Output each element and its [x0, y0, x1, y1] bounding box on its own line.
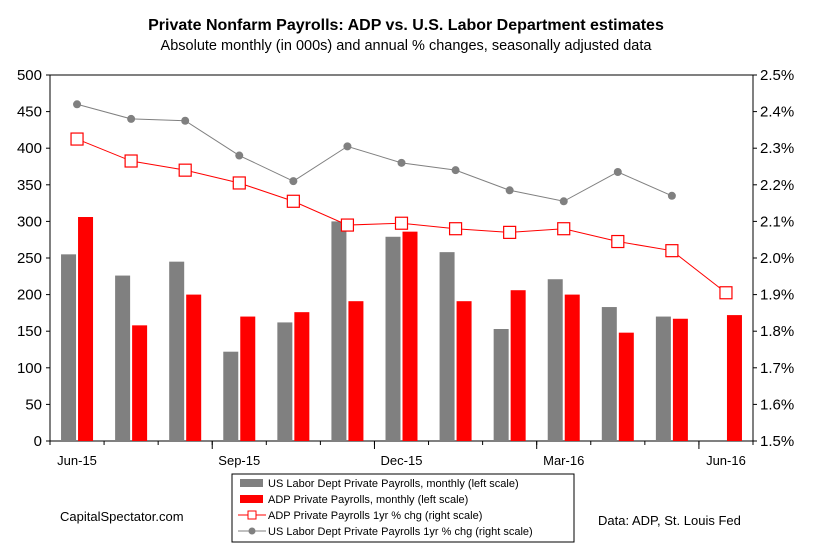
- chart-subtitle: Absolute monthly (in 000s) and annual % …: [161, 38, 653, 54]
- bar-labor-dept: [61, 254, 77, 441]
- point-adp-yoy: [178, 163, 192, 177]
- bar-labor-dept: [493, 329, 509, 441]
- bar-labor-dept: [655, 316, 671, 441]
- legend-box: [231, 473, 575, 543]
- point-adp-yoy: [232, 176, 246, 190]
- point-labor-yoy: [127, 114, 136, 123]
- legend-swatch-red-marker: [247, 510, 257, 520]
- line-labor-yoy: [76, 103, 673, 202]
- point-labor-yoy: [613, 167, 622, 176]
- x-tick-label: Dec-15: [381, 453, 423, 468]
- point-adp-yoy: [286, 194, 300, 208]
- bar-adp: [132, 325, 148, 441]
- point-labor-yoy: [505, 186, 514, 195]
- left-tick-label: 450: [17, 104, 42, 121]
- right-tick-label: 2.3%: [760, 140, 794, 157]
- point-adp-yoy: [719, 286, 733, 300]
- left-tick-label: 50: [25, 396, 42, 413]
- bar-adp: [402, 231, 418, 441]
- plot-frame: [49, 74, 754, 442]
- left-tick-label: 400: [17, 140, 42, 157]
- point-adp-yoy: [503, 225, 517, 239]
- point-labor-yoy: [451, 166, 460, 175]
- bar-adp: [78, 217, 94, 441]
- legend-label-2: ADP Private Payrolls 1yr % chg (right sc…: [268, 510, 482, 522]
- left-tick-label: 150: [17, 323, 42, 340]
- x-tick-label: Jun-15: [57, 453, 97, 468]
- left-tick-label: 100: [17, 360, 42, 377]
- chart-title: Private Nonfarm Payrolls: ADP vs. U.S. L…: [148, 17, 664, 34]
- left-tick-label: 350: [17, 177, 42, 194]
- point-labor-yoy: [181, 116, 190, 125]
- bar-adp: [348, 301, 364, 441]
- point-adp-yoy: [340, 218, 355, 232]
- bar-labor-dept: [115, 275, 131, 441]
- bar-adp: [564, 294, 580, 441]
- legend-label-1: ADP Private Payrolls, monthly (left scal…: [268, 494, 468, 506]
- point-labor-yoy: [397, 158, 406, 167]
- bar-labor-dept: [439, 252, 455, 441]
- point-labor-yoy: [559, 197, 568, 206]
- point-labor-yoy: [289, 177, 298, 186]
- bar-adp: [618, 332, 634, 441]
- plot-area: 0 50 100 150 200 250 300 350 400 450 500 1.5% 1.6% 1.…: [17, 67, 794, 468]
- right-tick-label: 2.2%: [760, 177, 794, 194]
- point-adp-yoy: [70, 132, 84, 146]
- right-tick-label: 2.4%: [760, 104, 794, 121]
- right-tick-label: 1.6%: [760, 396, 794, 413]
- bar-adp: [510, 290, 526, 441]
- left-tick-label: 0: [34, 433, 42, 450]
- bar-labor-dept: [331, 221, 347, 441]
- point-adp-yoy: [557, 222, 571, 236]
- right-tick-label: 1.7%: [760, 360, 794, 377]
- point-labor-yoy: [343, 142, 352, 151]
- source-right: Data: ADP, St. Louis Fed: [598, 513, 741, 528]
- bar-labor-dept: [547, 279, 563, 441]
- legend: US Labor Dept Private Payrolls, monthly …: [231, 473, 575, 543]
- right-tick-label: 2.5%: [760, 67, 794, 84]
- right-tick-label: 2.1%: [760, 213, 794, 230]
- right-tick-label: 1.5%: [760, 433, 794, 450]
- legend-swatch-red-bar: [240, 495, 263, 503]
- point-labor-yoy: [73, 100, 82, 109]
- right-tick-label: 2.0%: [760, 250, 794, 267]
- legend-swatch-gray-marker: [248, 527, 256, 535]
- point-labor-yoy: [667, 191, 676, 200]
- bar-adp: [456, 301, 472, 441]
- bar-labor-dept: [277, 322, 293, 441]
- right-tick-label: 1.8%: [760, 323, 794, 340]
- source-left: CapitalSpectator.com: [60, 509, 184, 524]
- bar-labor-dept: [385, 236, 401, 441]
- bar-adp: [672, 318, 688, 441]
- bar-labor-dept: [601, 307, 617, 441]
- legend-swatch-gray-bar: [240, 479, 263, 487]
- legend-label-0: US Labor Dept Private Payrolls, monthly …: [268, 478, 519, 490]
- point-adp-yoy: [611, 234, 625, 249]
- bar-adp: [240, 316, 256, 441]
- left-tick-label: 250: [17, 250, 42, 267]
- point-adp-yoy: [124, 154, 138, 168]
- point-adp-yoy: [665, 244, 679, 258]
- x-tick-label: Sep-15: [218, 453, 260, 468]
- legend-label-3: US Labor Dept Private Payrolls 1yr % chg…: [268, 526, 533, 538]
- bar-adp: [294, 312, 310, 441]
- left-tick-label: 500: [17, 67, 42, 84]
- x-tick-label: Jun-16: [706, 453, 746, 468]
- bar-adp: [726, 315, 742, 441]
- bar-adp: [186, 294, 202, 441]
- point-labor-yoy: [235, 151, 244, 160]
- bar-labor-dept: [223, 351, 239, 441]
- right-tick-label: 1.9%: [760, 287, 794, 304]
- point-adp-yoy: [448, 222, 463, 236]
- x-tick-label: Mar-16: [543, 453, 584, 468]
- bar-labor-dept: [169, 261, 185, 441]
- point-adp-yoy: [394, 216, 409, 230]
- left-tick-label: 200: [17, 287, 42, 304]
- left-tick-label: 300: [17, 213, 42, 230]
